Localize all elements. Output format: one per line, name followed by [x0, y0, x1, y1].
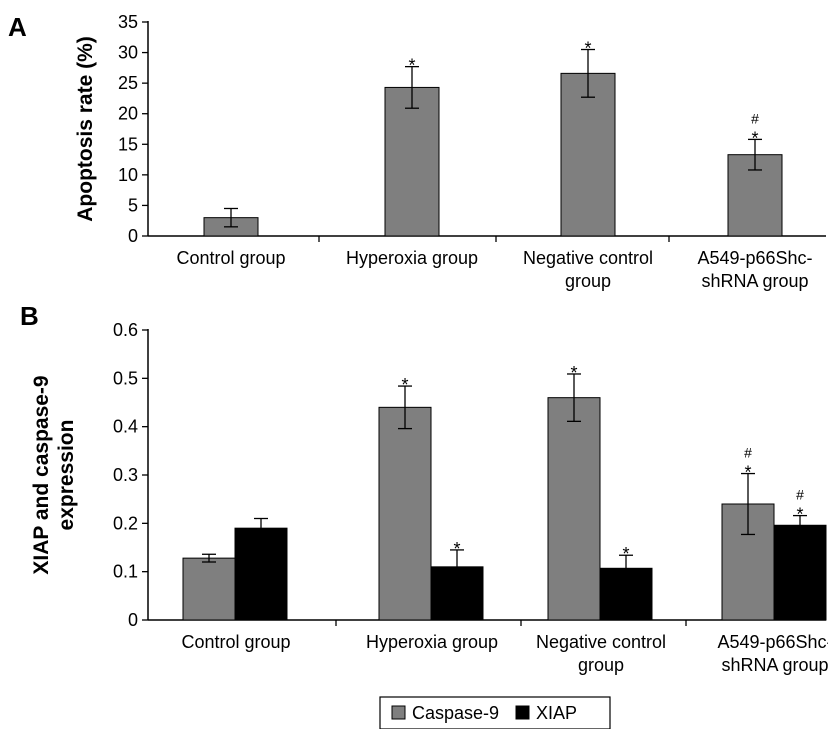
legend-label: XIAP — [536, 703, 577, 723]
significance-star: * — [744, 463, 751, 483]
panel-label: A — [8, 12, 27, 42]
y-axis-title: Apoptosis rate (%) — [74, 36, 97, 222]
legend: Caspase-9 XIAP — [379, 696, 611, 729]
bar — [182, 557, 236, 621]
significance-star: * — [584, 39, 591, 59]
significance-hash: # — [744, 445, 752, 461]
x-tick-label-line: Negative control — [536, 632, 666, 652]
y-tick-label: 30 — [118, 43, 138, 63]
chart-panel-a: A Apoptosis rate (%) 0 5 10 15 20 25 30 35 Control… — [8, 12, 826, 291]
y-tick-label: 0.3 — [113, 465, 138, 485]
y-axis-title-line: Apoptosis rate (%) — [74, 36, 97, 222]
y-tick-label: 35 — [118, 12, 138, 32]
x-tick-label-line: group — [565, 271, 611, 291]
significance-star: * — [796, 505, 803, 525]
y-axis-title-line: expression — [55, 420, 78, 531]
x-tick-label: Hyperoxia group — [366, 632, 498, 652]
legend-swatch — [391, 705, 406, 720]
y-axis-title: XIAP and caspase-9expression — [30, 375, 78, 574]
bar — [384, 86, 440, 237]
significance-star: * — [453, 539, 460, 559]
significance-star: * — [570, 363, 577, 383]
bar — [234, 527, 288, 621]
bar — [560, 72, 616, 237]
y-tick-label: 0 — [128, 610, 138, 630]
significance-hash: # — [796, 487, 804, 503]
x-tick-label: A549-p66Shc-shRNA group — [717, 632, 828, 675]
x-tick-label: A549-p66Shc-shRNA group — [697, 248, 812, 291]
x-tick-label-line: group — [578, 655, 624, 675]
y-tick-label: 25 — [118, 73, 138, 93]
significance-star: * — [751, 128, 758, 148]
bar — [547, 397, 601, 621]
x-tick-label-line: A549-p66Shc- — [717, 632, 828, 652]
x-tick-label: Negative control group — [523, 248, 653, 291]
y-tick-label: 0 — [128, 226, 138, 246]
x-tick-label-line: Control group — [181, 632, 290, 652]
x-tick-label-line: Hyperoxia group — [366, 632, 498, 652]
x-tick-label-line: Hyperoxia group — [346, 248, 478, 268]
legend-box — [379, 696, 611, 729]
x-tick-label: Control group — [176, 248, 285, 268]
y-tick-label: 0.6 — [113, 320, 138, 340]
y-tick-label: 10 — [118, 165, 138, 185]
y-axis-title-line: XIAP and caspase-9 — [30, 375, 53, 574]
bar — [378, 406, 432, 621]
panel-label: B — [20, 301, 39, 331]
x-tick-label: Hyperoxia group — [346, 248, 478, 268]
chart-panel-b: B XIAP and caspase-9expression 0 0.1 0.2 0.3 0… — [20, 301, 828, 729]
x-tick-label-line: shRNA group — [721, 655, 828, 675]
x-tick-label-line: Control group — [176, 248, 285, 268]
significance-hash: # — [751, 110, 759, 126]
y-tick-label: 0.2 — [113, 513, 138, 533]
y-tick-label: 0.4 — [113, 417, 138, 437]
x-tick-label-line: shRNA group — [701, 271, 808, 291]
x-tick-label-line: A549-p66Shc- — [697, 248, 812, 268]
significance-star: * — [401, 375, 408, 395]
y-tick-label: 20 — [118, 104, 138, 124]
y-tick-label: 15 — [118, 134, 138, 154]
x-tick-label: Control group — [181, 632, 290, 652]
y-tick-label: 5 — [128, 195, 138, 215]
legend-swatch — [515, 705, 530, 720]
y-tick-label: 0.5 — [113, 368, 138, 388]
x-tick-label: Negative control group — [536, 632, 666, 675]
significance-star: * — [408, 56, 415, 76]
bar — [773, 524, 827, 621]
legend-label: Caspase-9 — [412, 703, 499, 723]
x-tick-label-line: Negative control — [523, 248, 653, 268]
significance-star: * — [622, 544, 629, 564]
y-tick-label: 0.1 — [113, 562, 138, 582]
